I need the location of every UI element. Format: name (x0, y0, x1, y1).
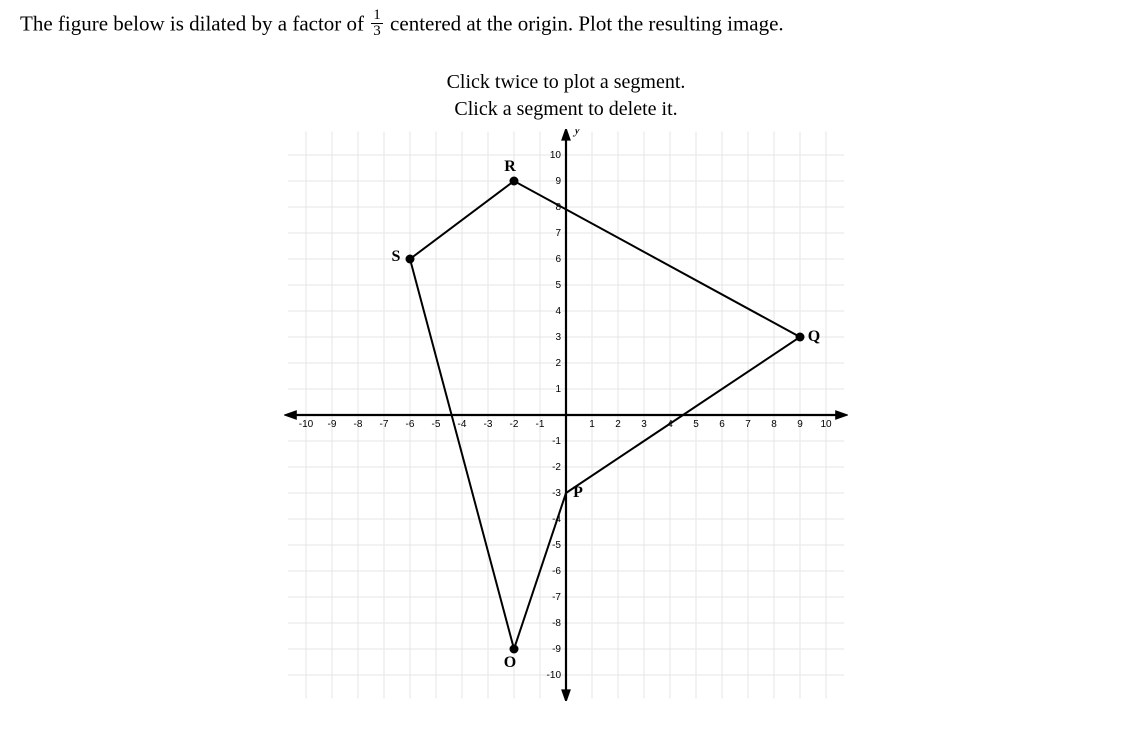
problem-prefix: The figure below is dilated by a factor … (20, 11, 369, 35)
y-tick-label: -5 (552, 540, 561, 551)
y-tick-label: -10 (547, 670, 562, 681)
graph-container: -10 -9 -8 -7 -6 -5 -4 -3 -2 -1 1 2 3 4 5 6 7 8 9 10 -10 -9 -8 -… (20, 129, 1112, 701)
vertex-dot-o[interactable] (510, 645, 519, 654)
x-tick-label: -10 (299, 419, 314, 430)
y-tick-label: -3 (552, 488, 561, 499)
x-tick-label: 7 (745, 419, 751, 430)
vertex-dot-r[interactable] (510, 177, 519, 186)
vertex-label-p: P (573, 484, 583, 501)
x-tick-label: -4 (458, 419, 467, 430)
x-tick-label: -3 (484, 419, 493, 430)
y-tick-label: 6 (555, 254, 561, 265)
vertex-dot-q[interactable] (796, 333, 805, 342)
y-tick-label: 2 (555, 358, 561, 369)
instructions: Click twice to plot a segment. Click a s… (20, 69, 1112, 123)
y-tick-label: -8 (552, 618, 561, 629)
fraction-numerator: 1 (371, 8, 383, 24)
vertex-label-r: R (504, 158, 516, 175)
y-tick-label: -1 (552, 436, 561, 447)
x-tick-label: -7 (380, 419, 389, 430)
axes (284, 129, 848, 701)
instructions-line-2: Click a segment to delete it. (20, 96, 1112, 123)
y-tick-label: 5 (555, 280, 561, 291)
y-tick-label: 4 (555, 306, 561, 317)
x-tick-label: -2 (510, 419, 519, 430)
x-tick-label: 8 (771, 419, 777, 430)
x-tick-label: 6 (719, 419, 725, 430)
problem-statement: The figure below is dilated by a factor … (20, 10, 1112, 41)
y-tick-label: 1 (555, 384, 561, 395)
y-tick-label: -9 (552, 644, 561, 655)
instructions-line-1: Click twice to plot a segment. (20, 69, 1112, 96)
vertex-label-q: Q (808, 328, 820, 345)
x-tick-label: -5 (432, 419, 441, 430)
vertex-label-s: S (392, 248, 401, 265)
y-tick-label: 9 (555, 176, 561, 187)
y-tick-label: 7 (555, 228, 561, 239)
y-tick-label: -6 (552, 566, 561, 577)
y-axis-label: y (572, 129, 581, 138)
x-axis-label: x (847, 400, 848, 415)
x-tick-label: -6 (406, 419, 415, 430)
x-tick-label: 1 (589, 419, 595, 430)
coordinate-grid[interactable]: -10 -9 -8 -7 -6 -5 -4 -3 -2 -1 1 2 3 4 5 6 7 8 9 10 -10 -9 -8 -… (284, 129, 848, 701)
y-tick-label: 3 (555, 332, 561, 343)
x-tick-label: -9 (328, 419, 337, 430)
fraction-denominator: 3 (371, 24, 383, 39)
y-tick-label: 10 (550, 150, 562, 161)
x-tick-label: 2 (615, 419, 621, 430)
problem-suffix: centered at the origin. Plot the resulti… (385, 11, 784, 35)
vertex-dot-s[interactable] (406, 255, 415, 264)
x-tick-label: 5 (693, 419, 699, 430)
x-tick-label: 9 (797, 419, 803, 430)
x-tick-label: 10 (820, 419, 832, 430)
x-tick-label: -1 (536, 419, 545, 430)
axis-labels: xy (572, 129, 848, 415)
y-tick-label: -7 (552, 592, 561, 603)
vertex-label-o: O (504, 654, 516, 671)
fraction: 13 (371, 8, 383, 39)
y-tick-label: -2 (552, 462, 561, 473)
x-tick-label: -8 (354, 419, 363, 430)
x-tick-label: 3 (641, 419, 647, 430)
